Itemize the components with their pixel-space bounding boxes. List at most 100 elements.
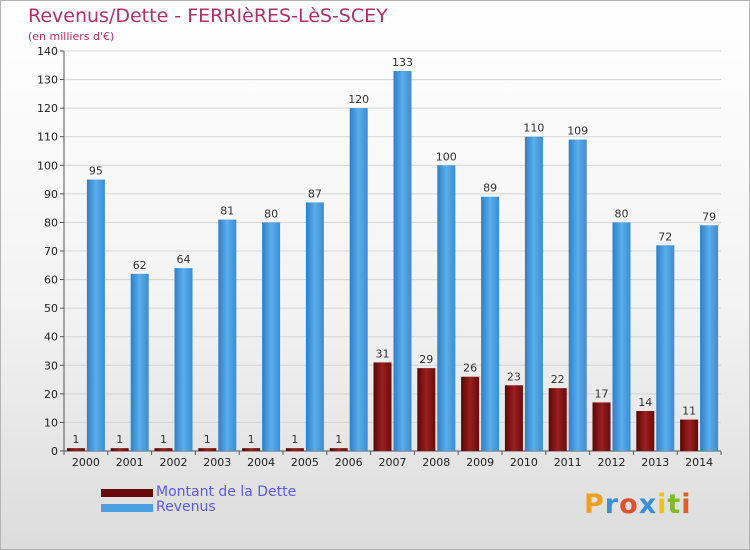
bar-dette (373, 362, 392, 451)
chart-subtitle: (en milliers d'€) (28, 30, 115, 43)
bar-dette (417, 368, 436, 451)
data-label: 120 (348, 93, 369, 106)
y-tick-label: 40 (44, 331, 58, 344)
legend-label-dette: Montant de la Dette (156, 484, 297, 500)
bar-dette (548, 388, 567, 451)
grid-lines (64, 50, 721, 452)
y-tick-label: 90 (44, 188, 58, 201)
bar-dette (285, 448, 304, 451)
y-tick-label: 20 (44, 388, 58, 401)
data-label: 89 (483, 182, 497, 195)
bar-revenus (86, 179, 105, 452)
data-label: 1 (116, 433, 123, 446)
bar-dette (504, 385, 523, 451)
data-label: 80 (615, 207, 629, 220)
bar-revenus (656, 245, 675, 451)
logo-letter: i (657, 489, 668, 520)
y-tick-label: 0 (51, 445, 58, 458)
data-label: 1 (248, 433, 255, 446)
bar-dette (461, 376, 480, 451)
logo-letter: o (619, 489, 639, 520)
data-label: 133 (392, 56, 413, 69)
y-tick-label: 60 (44, 274, 58, 287)
bar-dette (110, 448, 129, 451)
x-tick-label: 2000 (72, 456, 100, 469)
x-tick-label: 2010 (510, 456, 538, 469)
y-tick-label: 140 (37, 45, 58, 58)
data-label: 11 (682, 405, 696, 418)
y-tick-label: 30 (44, 359, 58, 372)
data-label: 110 (523, 122, 544, 135)
x-tick-label: 2007 (379, 456, 407, 469)
data-label: 1 (291, 433, 298, 446)
axes: 0 10 20 30 40 50 60 70 80 90 100 110 120 130 140 2000 20… (37, 45, 722, 469)
bar-revenus (130, 273, 149, 451)
logo-letter: i (681, 489, 692, 520)
y-tick-label: 10 (44, 416, 58, 429)
bar-revenus (700, 225, 719, 451)
y-tick-label: 70 (44, 245, 58, 258)
x-tick-label: 2013 (641, 456, 669, 469)
bar-dette (242, 448, 261, 451)
bar-revenus (349, 108, 368, 452)
bar-revenus (393, 71, 412, 451)
x-tick-label: 2003 (203, 456, 231, 469)
bar-dette (592, 402, 611, 451)
x-tick-label: 2002 (160, 456, 188, 469)
logo-letter: r (604, 489, 620, 520)
data-label: 95 (89, 165, 103, 178)
logo-letter: t (667, 489, 682, 520)
y-tick-label: 50 (44, 302, 58, 315)
bar-revenus (612, 222, 631, 451)
data-label: 62 (133, 259, 147, 272)
data-label: 79 (702, 210, 716, 223)
bar-revenus (481, 196, 500, 451)
bar-revenus (524, 136, 543, 451)
bar-revenus (174, 268, 193, 451)
data-label: 109 (567, 125, 588, 138)
x-tick-label: 2008 (422, 456, 450, 469)
x-tick-label: 2012 (598, 456, 626, 469)
y-tick-label: 100 (37, 159, 58, 172)
logo-letter: x (638, 489, 658, 520)
data-label: 1 (72, 433, 79, 446)
bar-dette (680, 419, 699, 451)
proxiti-logo: Proxiti (584, 489, 692, 520)
bar-chart: 0 10 20 30 40 50 60 70 80 90 100 110 120 130 140 2000 20… (37, 45, 722, 469)
y-tick-label: 120 (37, 102, 58, 115)
data-label: 29 (419, 353, 433, 366)
bar-revenus (305, 202, 324, 451)
chart-title: Revenus/Dette - FERRIèRES-LèS-SCEY (28, 5, 388, 27)
x-tick-label: 2006 (335, 456, 363, 469)
data-label: 1 (160, 433, 167, 446)
data-labels: 1 95 1 62 1 64 1 81 1 80 1 87 1 120 31 133 29 100 26 89 23 11… (72, 56, 716, 446)
x-tick-label: 2011 (554, 456, 582, 469)
legend-label-revenus: Revenus (156, 499, 216, 515)
data-label: 1 (335, 433, 342, 446)
bar-dette (636, 411, 655, 451)
bar-revenus (218, 219, 237, 451)
data-label: 14 (638, 396, 652, 409)
data-label: 72 (658, 230, 672, 243)
legend-swatch-revenus (101, 504, 153, 512)
data-label: 81 (220, 205, 234, 218)
bar-revenus (568, 139, 587, 452)
bar-dette (66, 448, 85, 451)
logo-letter: P (584, 489, 605, 520)
data-label: 87 (308, 187, 322, 200)
data-label: 26 (463, 362, 477, 375)
data-label: 80 (264, 207, 278, 220)
data-label: 23 (507, 370, 521, 383)
data-label: 100 (436, 150, 457, 163)
y-tick-label: 130 (37, 74, 58, 87)
x-tick-label: 2005 (291, 456, 319, 469)
bar-dette (154, 448, 173, 451)
data-label: 17 (595, 387, 609, 400)
data-label: 1 (204, 433, 211, 446)
x-tick-label: 2009 (466, 456, 494, 469)
legend-swatch-dette (101, 489, 153, 497)
bars (66, 71, 719, 452)
y-tick-label: 110 (37, 131, 58, 144)
data-label: 64 (177, 253, 191, 266)
